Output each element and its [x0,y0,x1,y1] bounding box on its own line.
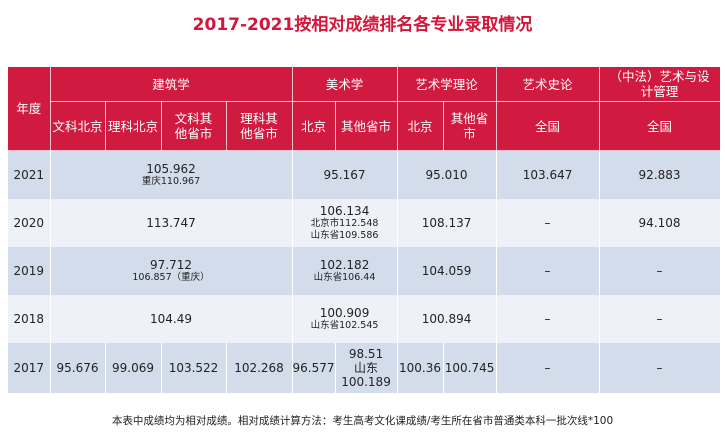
value-main: 97.712 [150,257,192,272]
value-note: 北京市112.548 [310,217,379,229]
subheader-art-theory-beijing: 北京 [397,101,444,151]
cell-architecture: 104.49 [50,294,293,343]
cell-art-theory-beijing: 100.36 [397,342,444,393]
header-design-management: （中法）艺术与设计管理 [599,67,721,102]
cell-architecture: 105.962 重庆110.967 [50,150,293,199]
cell-design-management: – [599,342,721,393]
table-row: 2019 97.712 106.857（重庆） 102.182 山东省106.4… [8,246,721,295]
value-note: 106.857（重庆） [132,271,210,283]
table-header: 年度 建筑学 美术学 艺术学理论 艺术史论 （中法）艺术与设计管理 文科北京 理… [8,67,721,151]
header-art-history: 艺术史论 [496,67,600,102]
cell-fine-arts: 100.909 山东省102.545 [292,294,398,343]
cell-art-history: – [496,342,600,393]
cell-art-history: – [496,198,600,247]
header-fine-arts: 美术学 [292,67,398,102]
table-row: 2017 95.676 99.069 103.522 102.268 96.57… [8,342,721,393]
value-main: 100.909 [319,305,370,320]
value-note: 山东省102.545 [310,319,379,331]
cell-arch-liberal-other: 103.522 [161,342,227,393]
cell-fine-arts-other: 98.51 山东 100.189 [335,342,398,393]
header-art-theory: 艺术学理论 [397,67,497,102]
admission-table: 年度 建筑学 美术学 艺术学理论 艺术史论 （中法）艺术与设计管理 文科北京 理… [8,67,721,393]
subheader-arch-science-other: 理科其他省市 [226,101,293,151]
header-year: 年度 [8,67,51,151]
value-main: 102.182 [319,257,370,272]
subheader-arch-liberal-other: 文科其他省市 [161,101,227,151]
subheader-art-history-national: 全国 [496,101,600,151]
cell-art-theory: 95.010 [397,150,497,199]
table-row: 2018 104.49 100.909 山东省102.545 100.894 –… [8,294,721,343]
subheader-design-mgmt-national: 全国 [599,101,721,151]
footnote: 本表中成绩均为相对成绩。相对成绩计算方法：考生高考文化课成绩/考生所在省市普通类… [111,415,614,427]
cell-year: 2018 [8,294,51,343]
cell-art-history: – [496,246,600,295]
table-row: 2020 113.747 106.134 北京市112.548 山东省109.5… [8,198,721,247]
subheader-art-theory-other: 其他省市 [443,101,497,151]
cell-design-management: – [599,294,721,343]
cell-design-management: 92.883 [599,150,721,199]
value-note: 重庆110.967 [141,175,201,187]
subheader-arch-liberal-beijing: 文科北京 [50,101,106,151]
cell-arch-liberal-beijing: 95.676 [50,342,106,393]
cell-year: 2021 [8,150,51,199]
page-title: 2017-2021按相对成绩排名各专业录取情况 [192,15,533,35]
cell-arch-science-beijing: 99.069 [105,342,162,393]
cell-fine-arts: 106.134 北京市112.548 山东省109.586 [292,198,398,247]
table-row: 2021 105.962 重庆110.967 95.167 95.010 103… [8,150,721,199]
cell-fine-arts: 95.167 [292,150,398,199]
cell-year: 2019 [8,246,51,295]
value-main: 105.962 [146,161,196,176]
cell-fine-arts: 102.182 山东省106.44 [292,246,398,295]
cell-year: 2017 [8,342,51,393]
cell-year: 2020 [8,198,51,247]
cell-art-theory: 104.059 [397,246,497,295]
cell-design-management: 94.108 [599,198,721,247]
cell-art-history: 103.647 [496,150,600,199]
cell-architecture: 113.747 [50,198,293,247]
cell-art-theory: 100.894 [397,294,497,343]
cell-art-history: – [496,294,600,343]
cell-art-theory: 108.137 [397,198,497,247]
value-line: 98.51 [348,346,384,361]
value-line: 山东 [354,360,379,375]
value-note: 山东省106.44 [313,271,376,283]
header-architecture: 建筑学 [50,67,293,102]
cell-art-theory-other: 100.745 [443,342,497,393]
cell-architecture: 97.712 106.857（重庆） [50,246,293,295]
cell-arch-science-other: 102.268 [226,342,293,393]
subheader-arch-science-beijing: 理科北京 [105,101,162,151]
table-body: 2021 105.962 重庆110.967 95.167 95.010 103… [8,150,721,393]
value-note: 山东省109.586 [310,229,379,241]
subheader-fine-arts-beijing: 北京 [292,101,336,151]
cell-fine-arts-beijing: 96.577 [292,342,336,393]
subheader-fine-arts-other: 其他省市 [335,101,398,151]
value-main: 106.134 [319,203,370,218]
cell-design-management: – [599,246,721,295]
value-line: 100.189 [341,374,391,389]
